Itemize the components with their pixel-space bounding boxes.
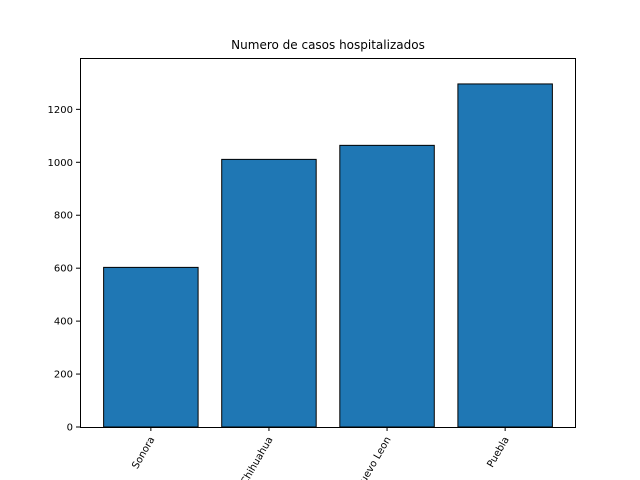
plot-frame (80, 58, 576, 428)
y-tick-label: 0 (67, 423, 73, 434)
y-tick-label: 600 (54, 264, 73, 275)
bar-nuevo-leon (339, 144, 435, 428)
y-tick-label: 400 (54, 317, 73, 328)
bars-group (103, 83, 553, 428)
bar-puebla (457, 83, 553, 428)
y-tick-label: 800 (54, 211, 73, 222)
y-tick-label: 1000 (48, 158, 73, 169)
chart-title: Numero de casos hospitalizados (231, 38, 425, 52)
y-tick-label: 200 (54, 370, 73, 381)
y-axis-ticks: 0 200 400 600 800 1000 1200 (48, 105, 80, 434)
bar-sonora (103, 266, 199, 428)
bar-chihuahua (221, 158, 317, 428)
y-tick-label: 1200 (48, 105, 73, 116)
